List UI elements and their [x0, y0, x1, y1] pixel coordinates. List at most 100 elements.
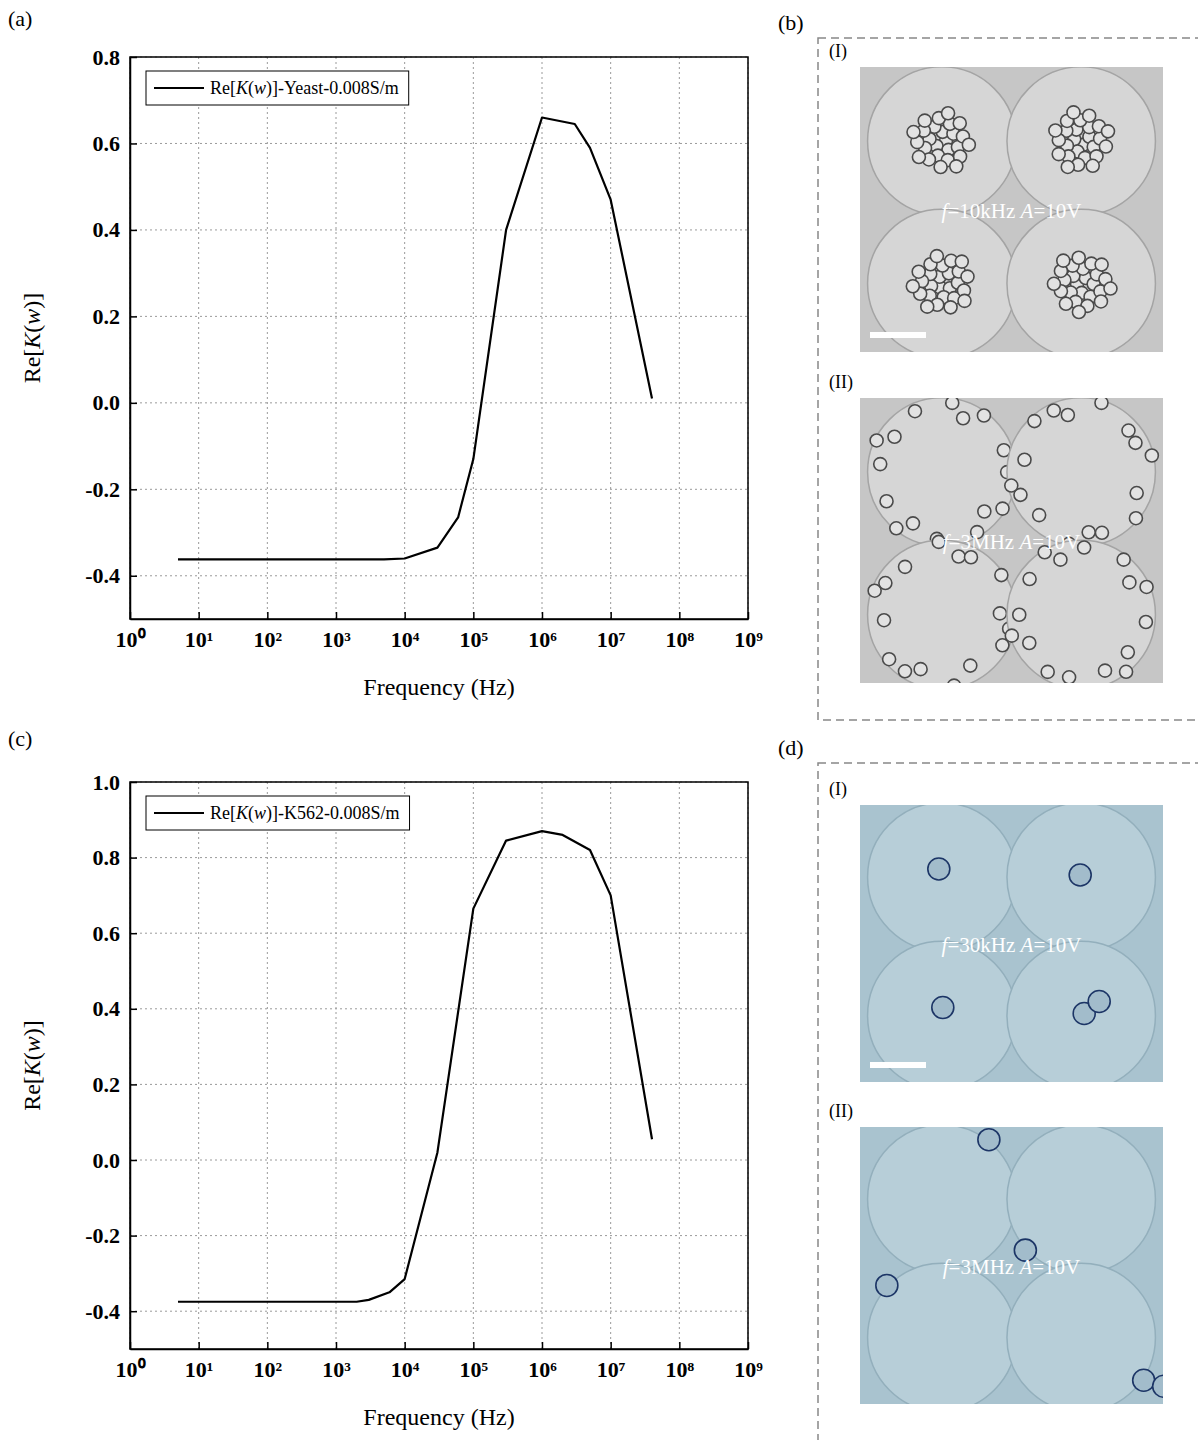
cell [932, 997, 954, 1019]
x-tick-label: 10¹ [185, 1357, 214, 1382]
cell [1028, 415, 1041, 428]
series-line [178, 831, 652, 1302]
electrode-well [1007, 209, 1155, 352]
frame-label: (II) [829, 1101, 853, 1122]
cell [964, 659, 977, 672]
cell [914, 663, 927, 676]
y-tick-label: -0.4 [85, 1299, 120, 1324]
panel-label: (a) [8, 6, 32, 31]
electrode-well [868, 398, 1016, 546]
x-tick-mark [679, 612, 681, 619]
y-tick: -0.4 [85, 1299, 137, 1324]
chart-panel: 10⁰10¹10²10³10⁴10⁵10⁶10⁷10⁸10⁹-0.4-0.20.… [8, 726, 763, 1430]
x-tick-mark [542, 612, 544, 619]
text-run: w [254, 803, 266, 823]
text-run: w [19, 1036, 45, 1052]
electrode-well [1007, 67, 1155, 215]
y-tick-label: 0.8 [93, 45, 121, 70]
legend-box [146, 796, 410, 830]
cell [1130, 487, 1143, 500]
x-tick: 10⁴ [391, 612, 420, 652]
y-tick-mark [130, 1235, 137, 1237]
cell [1104, 282, 1117, 295]
y-tick: 0.8 [93, 845, 138, 870]
x-tick-mark [267, 612, 269, 619]
cell [1139, 616, 1152, 629]
grid-line [267, 782, 268, 1349]
x-tick: 10³ [322, 612, 351, 652]
image-panel: (d)f=30kHz A=10V(I)f=3MHz A=10V(II) [778, 735, 1198, 1440]
x-tick-label: 10⁴ [391, 1357, 420, 1382]
x-tick: 10¹ [185, 612, 214, 652]
cell [1013, 608, 1026, 621]
cell [1049, 124, 1062, 137]
panel-label: (b) [778, 10, 804, 35]
grid [130, 782, 748, 1349]
x-tick-mark [336, 612, 338, 619]
panel-label: (d) [778, 735, 804, 760]
text-run: Re[ [19, 1076, 45, 1111]
x-tick-label: 10⁷ [597, 1357, 626, 1382]
y-tick-mark [130, 1009, 137, 1011]
frame-label: (I) [829, 41, 847, 62]
x-tick-label: 10⁹ [734, 1357, 763, 1382]
grid-line [404, 782, 405, 1349]
cell [890, 522, 903, 535]
panel-border [818, 763, 1198, 1440]
cell [1052, 148, 1065, 161]
plot-frame [130, 782, 748, 1349]
panel-border [818, 38, 1198, 720]
x-tick-mark [336, 1342, 338, 1349]
cell [1005, 479, 1018, 492]
text-run: =10V [1032, 1255, 1080, 1279]
cell [878, 614, 891, 627]
cell [1086, 159, 1099, 172]
cell [1033, 509, 1046, 522]
y-tick-label: -0.2 [85, 1223, 120, 1248]
y-tick-mark [130, 316, 137, 318]
x-tick-label: 10³ [322, 627, 351, 652]
micrograph: f=3MHz A=10V(II) [829, 1101, 1175, 1412]
y-tick: 0.6 [93, 921, 138, 946]
cell [1095, 258, 1108, 271]
text-run: =10V [1033, 933, 1081, 957]
image-caption: f=10kHz A=10V [942, 199, 1082, 223]
cell [870, 434, 883, 447]
x-tick-mark [473, 612, 475, 619]
y-tick-mark [130, 576, 137, 578]
x-tick-label: 10⁷ [597, 627, 626, 652]
grid-line [267, 57, 268, 619]
y-tick-label: 0.6 [93, 131, 121, 156]
cell [950, 160, 963, 173]
y-tick-label: 0.0 [93, 390, 121, 415]
grid-line [679, 782, 680, 1349]
x-tick-mark [473, 1342, 475, 1349]
grid-line [336, 57, 337, 619]
x-tick: 10⁷ [597, 1342, 626, 1382]
y-tick-label: 0.8 [93, 845, 121, 870]
text-run: )] [19, 1020, 45, 1036]
electrode-well [1007, 398, 1155, 546]
micrograph: f=3MHz A=10V(II) [829, 372, 1163, 692]
cell [888, 430, 901, 443]
cell [955, 255, 968, 268]
text-run: =30kHz [947, 933, 1020, 957]
x-tick-mark [198, 612, 200, 619]
x-tick: 10⁵ [460, 1342, 489, 1382]
text-run: w [254, 78, 266, 98]
y-axis-title: Re[K(w)] [19, 1020, 45, 1111]
y-tick-label: 0.0 [93, 1148, 121, 1173]
cell [995, 569, 1008, 582]
text-run: =10kHz [947, 199, 1020, 223]
electrode-well [1007, 1263, 1155, 1404]
micrograph-content [860, 398, 1163, 683]
cell [1054, 553, 1067, 566]
electrode-well [868, 67, 1016, 215]
y-tick-label: 0.4 [93, 217, 121, 242]
cell [876, 1274, 898, 1296]
cell [1023, 636, 1036, 649]
x-tick-mark [610, 1342, 612, 1349]
micrograph: f=30kHz A=10V(I) [829, 779, 1163, 1090]
cell [1063, 671, 1076, 683]
cell [907, 126, 920, 139]
